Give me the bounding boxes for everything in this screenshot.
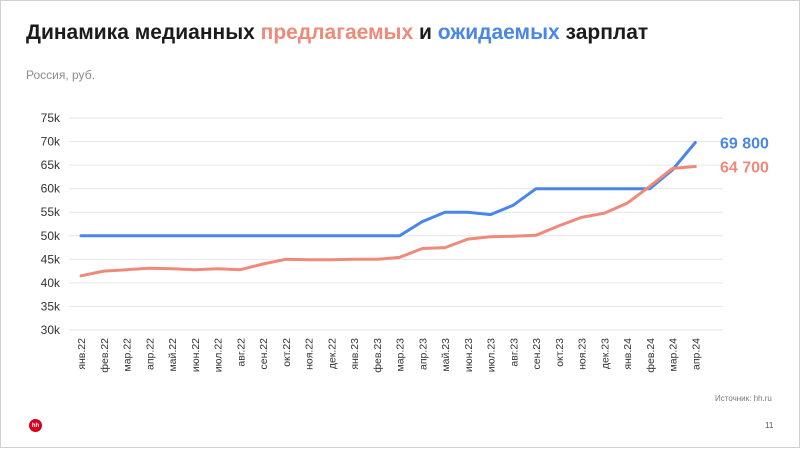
x-tick-label: авг.23 [508, 338, 520, 367]
y-tick-label: 65k [41, 158, 61, 172]
x-tick-label: сен.22 [258, 338, 270, 370]
offered-end-label: 64 700 [720, 160, 769, 177]
title-part-3: и [413, 21, 438, 44]
end-labels: 69 800 64 700 [720, 135, 769, 176]
offered-salary-line [79, 165, 697, 278]
x-tick-label: апр.22 [144, 338, 156, 370]
x-tick-label: сен.23 [531, 338, 543, 370]
x-tick-label: июн.23 [463, 338, 475, 372]
x-tick-label: май.22 [167, 338, 179, 372]
x-tick-label: июл.22 [213, 338, 225, 372]
x-tick-label: июн.22 [190, 338, 202, 372]
y-tick-label: 75k [41, 111, 61, 125]
title-expected-word: ожидаемых [437, 21, 560, 44]
title-offered-word: предлагаемых [260, 21, 414, 44]
x-tick-label: фев.23 [372, 338, 384, 373]
series-lines [79, 141, 697, 278]
y-tick-label: 40k [41, 276, 61, 290]
x-tick-label: янв.22 [76, 338, 88, 370]
expected-salary-line [79, 141, 697, 238]
x-tick-label: ноя.23 [577, 338, 589, 370]
x-tick-label: мар.22 [122, 338, 134, 372]
chart-title: Динамика медианных предлагаемых и ожидае… [26, 21, 648, 45]
y-tick-label: 55k [41, 205, 61, 219]
x-axis-ticks: янв.22 фев.22 мар.22 апр.22 май.22 июн.22 июл.… [76, 338, 702, 373]
x-tick-label: июл.23 [486, 338, 498, 372]
y-tick-label: 70k [41, 135, 61, 149]
x-tick-label: дек.23 [599, 338, 611, 369]
x-tick-label: апр.24 [690, 338, 702, 370]
source-note: Источник: hh.ru [715, 394, 772, 403]
x-tick-label: фев.24 [645, 338, 657, 373]
y-tick-label: 35k [41, 299, 61, 313]
page-number: 11 [765, 421, 774, 430]
x-tick-label: окт.23 [554, 338, 566, 367]
x-tick-label: авг.22 [235, 338, 247, 367]
grid-lines [69, 117, 723, 331]
x-tick-label: ноя.22 [304, 338, 316, 370]
x-tick-label: май.23 [440, 338, 452, 372]
chart-subtitle: Россия, руб. [26, 68, 95, 82]
x-tick-label: фев.22 [99, 338, 111, 373]
y-tick-label: 60k [41, 182, 61, 196]
x-tick-label: янв.24 [622, 338, 634, 370]
x-tick-label: дек.22 [326, 338, 338, 369]
y-tick-label: 45k [41, 252, 61, 266]
y-tick-label: 30k [41, 323, 61, 337]
hh-logo-icon: hh [29, 419, 42, 432]
title-part-1: Динамика медианных [26, 21, 261, 44]
y-axis-ticks: 30k 35k 40k 45k 50k 55k 60k 65k 70k 75k [41, 111, 61, 337]
title-part-5: зарплат [559, 21, 649, 44]
x-tick-label: янв.23 [349, 338, 361, 370]
x-tick-label: мар.24 [668, 338, 680, 372]
x-tick-label: окт.22 [281, 338, 293, 367]
x-tick-label: апр.23 [417, 338, 429, 370]
expected-end-label: 69 800 [720, 135, 769, 152]
y-tick-label: 50k [41, 229, 61, 243]
x-tick-label: мар.23 [395, 338, 407, 372]
